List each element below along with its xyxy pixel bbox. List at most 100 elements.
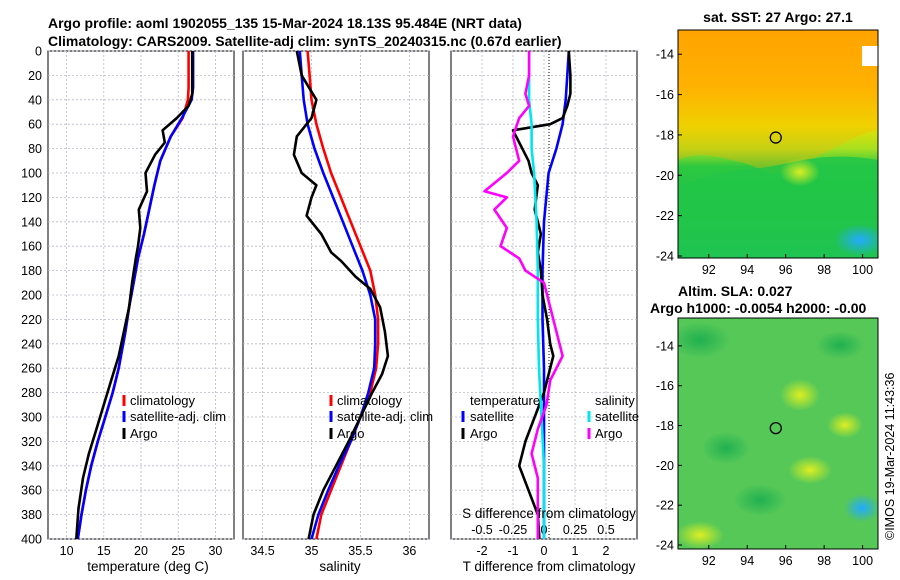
legend-label-t-satellite: satellite	[470, 409, 514, 424]
s-diff-tick-label: -0.5	[471, 523, 493, 537]
legend-label-t-argo: Argo	[470, 426, 497, 441]
x-tick-label: 36	[402, 544, 416, 558]
map-x-tick-label: 92	[702, 554, 716, 568]
legend-label-satellite: satellite-adj. clim	[337, 409, 433, 424]
depth-tick-label: 260	[21, 362, 42, 376]
series-line-s-argo	[483, 51, 564, 539]
sla-float-marker	[769, 421, 782, 435]
map-y-tick-label: -24	[656, 539, 674, 553]
sst-map-title: sat. SST: 27 Argo: 27.1	[703, 9, 853, 25]
difference-panel: -2 -1 0 1 2 -0.5 -0.25 0 0.25 0.5 T difference f…	[450, 50, 639, 574]
salinity-legend: climatology satellite-adj. clim Argo	[329, 393, 433, 441]
map-y-tick-label: -20	[656, 459, 674, 473]
difference-legend: temperature satellite Argo salinity sate…	[461, 393, 639, 441]
salinity-tick-labels: 34.5 35 35.5 36	[250, 544, 416, 558]
x-tick-label: 15	[97, 544, 111, 558]
x-tick-label: 20	[134, 544, 148, 558]
legend-label-s-satellite: satellite	[595, 409, 639, 424]
x-tick-label: -2	[476, 544, 487, 558]
depth-tick-label: 220	[21, 313, 42, 327]
x-tick-label: 35.5	[348, 544, 372, 558]
map-y-tick-label: -16	[656, 88, 674, 102]
sst-map-frame	[677, 29, 879, 259]
depth-tick-label: 380	[21, 508, 42, 522]
title-line1: Argo profile: aoml 1902055_135 15-Mar-20…	[48, 15, 522, 31]
map-x-tick-label: 94	[740, 263, 754, 277]
difference-tick-labels: -2 -1 0 1 2	[476, 544, 609, 558]
salinity-panel: 34.5 35 35.5 36 salinity climatology satell…	[242, 50, 433, 574]
temperature-profiles	[75, 51, 195, 540]
series-line-t-satellite	[541, 50, 571, 539]
map-y-tick-label: -14	[656, 48, 674, 62]
depth-tick-label: 180	[21, 264, 42, 278]
depth-tick-label: 280	[21, 386, 42, 400]
map-y-tick-label: -18	[656, 419, 674, 433]
depth-tick-label: 400	[21, 533, 42, 547]
x-tick-label: 25	[171, 544, 185, 558]
depth-tick-label: 120	[21, 191, 42, 205]
legend-title-temperature: temperature	[470, 393, 540, 408]
legend-title-salinity: salinity	[595, 393, 635, 408]
temperature-axis-label: temperature (deg C)	[87, 559, 209, 574]
map-y-tick-label: -24	[656, 249, 674, 263]
series-line-argo	[292, 50, 390, 540]
depth-tick-label: 80	[28, 142, 42, 156]
depth-tick-label: 200	[21, 289, 42, 303]
map-y-tick-label: -16	[656, 379, 674, 393]
x-tick-label: 2	[603, 544, 610, 558]
salinity-difference-axis-label: S difference from climatology	[462, 506, 636, 521]
sst-heatmap	[678, 30, 878, 258]
sla-blob	[702, 432, 750, 464]
map-x-tick-label: 98	[817, 263, 831, 277]
title-line2: Climatology: CARS2009. Satellite-adj cli…	[48, 33, 562, 49]
sla-map-title-line2: Argo h1000: -0.0054 h2000: -0.00	[650, 300, 867, 316]
depth-tick-label: 340	[21, 459, 42, 473]
legend-label-climatology: climatology	[130, 393, 196, 408]
depth-tick-label: 140	[21, 215, 42, 229]
sst-float-marker	[769, 131, 782, 144]
depth-tick-label: 160	[21, 240, 42, 254]
depth-tick-label: 40	[28, 93, 42, 107]
x-tick-label: 1	[572, 544, 579, 558]
depth-tick-labels: 0 20 40 60 80 100 120 140 160 180 200 220 240 260 280 3…	[21, 45, 42, 547]
map-x-tick-label: 92	[702, 263, 716, 277]
x-tick-label: 34.5	[250, 544, 274, 558]
sla-blob	[678, 521, 724, 549]
sst-map-panel: sat. SST: 27 Argo: 27.1 92 94 96 98 100 -14 -1…	[656, 9, 879, 277]
x-tick-label: 35	[305, 544, 319, 558]
sla-blob	[788, 456, 832, 484]
sst-map-ticks: 92 94 96 98 100 -14 -16 -18 -20 -22 -24	[656, 48, 873, 277]
map-x-tick-label: 94	[740, 554, 754, 568]
sla-blob	[780, 379, 820, 411]
map-y-tick-label: -22	[656, 499, 674, 513]
temperature-panel: 0 20 40 60 80 100 120 140 160 180 200 220 240 260 280 3…	[21, 45, 235, 574]
map-y-tick-label: -20	[656, 169, 674, 183]
copyright-timestamp: ©IMOS 19-Mar-2024 11:43:36	[883, 373, 897, 540]
x-tick-label: 0	[541, 544, 548, 558]
sla-blob	[827, 412, 863, 438]
sst-yellow-eddy	[780, 158, 820, 186]
legend-label-satellite: satellite-adj. clim	[130, 409, 226, 424]
x-tick-label: -1	[507, 544, 518, 558]
series-line-argo	[75, 51, 194, 540]
temperature-legend: climatology satellite-adj. clim Argo	[122, 393, 226, 441]
map-x-tick-label: 96	[779, 263, 793, 277]
temperature-tick-labels: 10 15 20 25 30	[60, 544, 223, 558]
map-x-tick-label: 100	[852, 554, 873, 568]
sla-map-panel: Altim. SLA: 0.027 Argo h1000: -0.0054 h2…	[650, 283, 879, 568]
temperature-grid	[48, 50, 234, 540]
legend-label-s-argo: Argo	[595, 426, 622, 441]
depth-tick-label: 0	[35, 45, 42, 59]
legend-label-climatology: climatology	[337, 393, 403, 408]
depth-tick-label: 320	[21, 435, 42, 449]
sst-warm-front	[678, 30, 878, 174]
sla-blob	[816, 331, 864, 359]
map-y-tick-label: -22	[656, 209, 674, 223]
difference-axis-label: T difference from climatology	[463, 559, 636, 574]
depth-tick-label: 100	[21, 167, 42, 181]
depth-tick-label: 240	[21, 337, 42, 351]
sla-blob	[678, 322, 730, 358]
s-diff-tick-label: 0.25	[563, 523, 587, 537]
salinity-profiles	[292, 50, 390, 540]
sla-map-frame	[677, 317, 879, 550]
